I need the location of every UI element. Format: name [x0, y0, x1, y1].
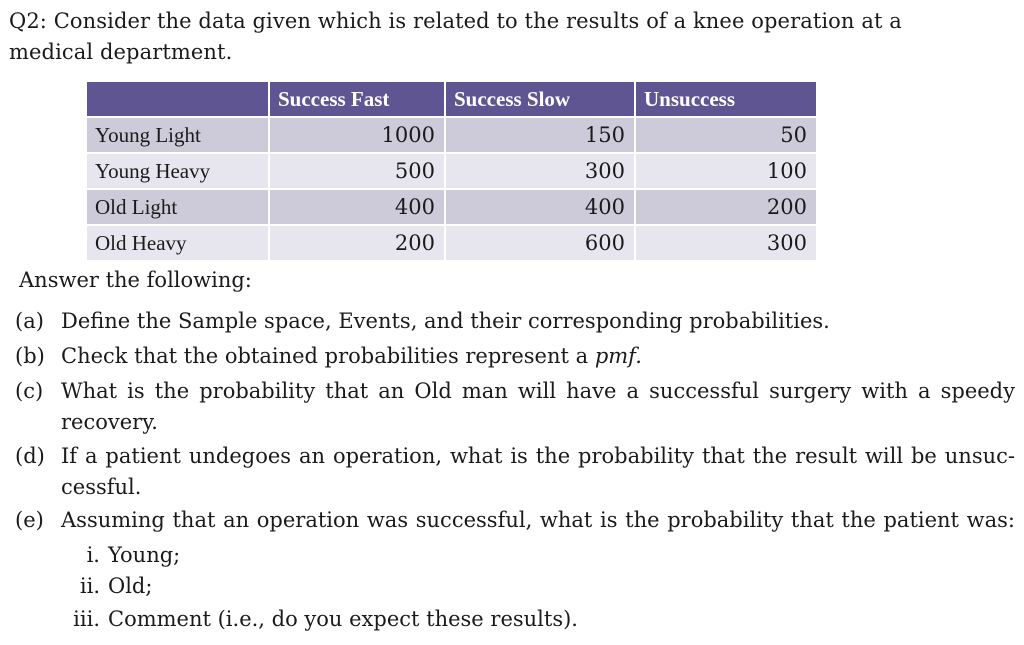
- table-cell: 600: [446, 226, 636, 262]
- question-c-label: (c): [15, 379, 44, 403]
- header-unsuccess: Unsuccess: [636, 82, 816, 118]
- intro-line-1: Q2: Consider the data given which is rel…: [9, 9, 902, 33]
- question-d-label: (d): [15, 444, 45, 468]
- sub-question-label: iii.: [73, 607, 100, 631]
- question-intro: Q2: Consider the data given which is rel…: [9, 6, 1009, 68]
- question-a-label: (a): [15, 309, 44, 333]
- knee-operation-table: Success Fast Success Slow Unsuccess Youn…: [87, 82, 816, 262]
- header-empty: [87, 82, 270, 118]
- sub-question-label: ii.: [79, 574, 100, 598]
- sub-question-e-iii: iii. Comment (i.e., do you expect these r…: [66, 604, 578, 635]
- table-row: Young Light 1000 150 50: [87, 118, 816, 154]
- question-b-label: (b): [15, 344, 45, 368]
- table-row: Old Light 400 400 200: [87, 190, 816, 226]
- sub-question-e-ii: ii. Old;: [66, 571, 153, 602]
- question-c: (c) What is the probability that an Old …: [15, 376, 1015, 434]
- row-label: Young Light: [87, 118, 270, 154]
- question-c-text: What is the probability that an Old man …: [61, 376, 1015, 438]
- question-c-line-1: What is the probability that an Old man …: [61, 379, 1015, 403]
- table-cell: 150: [446, 118, 636, 154]
- table-cell: 50: [636, 118, 816, 154]
- table-cell: 300: [446, 154, 636, 190]
- question-e-text: Assuming that an operation was successfu…: [61, 508, 1015, 532]
- row-label: Old Heavy: [87, 226, 270, 262]
- table-row: Old Heavy 200 600 300: [87, 226, 816, 262]
- table-cell: 200: [636, 190, 816, 226]
- question-d-line-1: If a patient undegoes an operation, what…: [61, 444, 1015, 468]
- table-header-row: Success Fast Success Slow Unsuccess: [87, 82, 816, 118]
- answer-title: Answer the following:: [19, 268, 252, 292]
- intro-line-2: medical department.: [9, 40, 233, 64]
- question-a-text: Define the Sample space, Events, and the…: [61, 309, 830, 333]
- table-cell: 100: [636, 154, 816, 190]
- question-b-text-main: Check that the obtained probabilities re…: [61, 344, 595, 368]
- sub-question-e-i: i. Young;: [66, 540, 181, 571]
- question-d-line-2: cessful.: [61, 475, 142, 499]
- row-label: Old Light: [87, 190, 270, 226]
- question-e-label: (e): [15, 508, 44, 532]
- sub-question-label: i.: [86, 543, 100, 567]
- question-d: (d) If a patient undegoes an operation, …: [15, 441, 1015, 499]
- question-c-line-2: recovery.: [61, 410, 158, 434]
- table-row: Young Heavy 500 300 100: [87, 154, 816, 190]
- question-e: (e) Assuming that an operation was succe…: [15, 505, 1015, 536]
- header-success-fast: Success Fast: [270, 82, 446, 118]
- header-success-slow: Success Slow: [446, 82, 636, 118]
- table-cell: 400: [446, 190, 636, 226]
- question-b: (b) Check that the obtained probabilitie…: [15, 341, 1015, 372]
- table-cell: 300: [636, 226, 816, 262]
- table-cell: 400: [270, 190, 446, 226]
- question-a: (a) Define the Sample space, Events, and…: [15, 306, 1015, 337]
- row-label: Young Heavy: [87, 154, 270, 190]
- question-b-text: Check that the obtained probabilities re…: [61, 341, 1015, 372]
- sub-question-text: Old;: [108, 574, 153, 598]
- table-cell: 500: [270, 154, 446, 190]
- table-cell: 1000: [270, 118, 446, 154]
- sub-question-text: Comment (i.e., do you expect these resul…: [108, 607, 578, 631]
- table-cell: 200: [270, 226, 446, 262]
- question-b-text-italic: pmf.: [594, 344, 642, 368]
- question-d-text: If a patient undegoes an operation, what…: [61, 441, 1015, 503]
- sub-question-text: Young;: [108, 543, 181, 567]
